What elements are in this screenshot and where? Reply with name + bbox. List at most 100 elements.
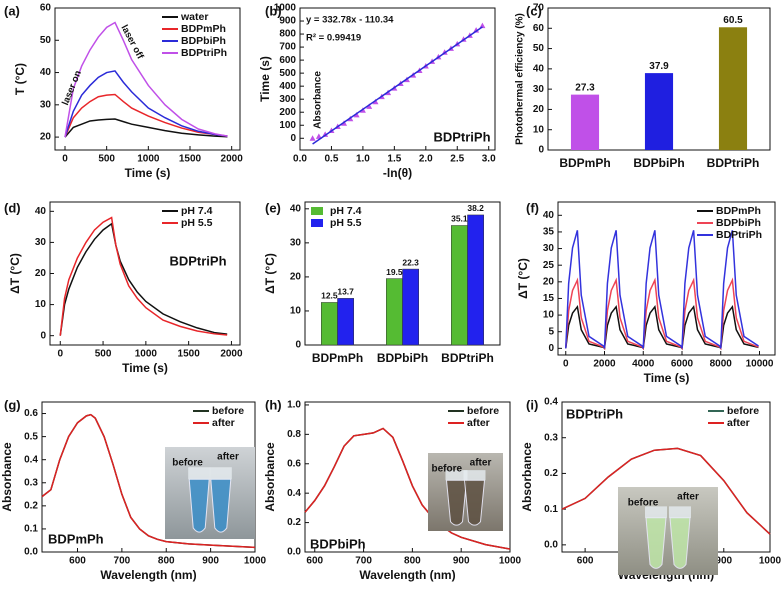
x-axis-label: Time (s) — [644, 371, 690, 385]
x-tick-label: 500 — [98, 154, 115, 165]
y-tick-label: 10 — [290, 306, 302, 317]
x-tick-label: BDPmPh — [312, 351, 363, 365]
x-tick-label: 900 — [715, 556, 732, 567]
x-tick-label: 6000 — [671, 359, 694, 370]
legend-label: after — [467, 417, 490, 429]
x-tick-label: 0.5 — [324, 154, 338, 165]
annotation: laser off — [118, 23, 145, 62]
y-tick-label: 60 — [40, 3, 52, 14]
y-tick-label: 70 — [533, 3, 545, 14]
series-line — [64, 70, 228, 138]
y-axis-label: Photothermal efficiency (%) — [515, 13, 526, 145]
inset-photo — [618, 487, 718, 575]
y-tick-label: 100 — [279, 120, 296, 131]
y-tick-label: 0.4 — [287, 488, 301, 499]
y-tick-label: 0.3 — [24, 477, 38, 488]
x-tick-label: 2000 — [220, 349, 243, 360]
y-tick-label: 20 — [40, 132, 52, 143]
y-tick-label: 0.2 — [544, 468, 558, 479]
panel-label: (a) — [4, 3, 20, 18]
bar — [467, 214, 484, 346]
bar — [337, 298, 354, 346]
y-axis-label: ΔT (°C) — [8, 253, 22, 294]
y-tick-label: 700 — [279, 42, 296, 53]
series-line — [59, 216, 228, 336]
y-tick-label: 20 — [290, 272, 302, 283]
y-axis-label: ΔT (°C) — [263, 253, 277, 294]
x-axis-label: Wavelength (nm) — [100, 568, 196, 582]
value-label: 35.1 — [451, 214, 468, 224]
tube — [645, 517, 667, 569]
value-label: 27.3 — [575, 82, 595, 93]
panel-label: (i) — [526, 397, 538, 412]
annotation: BDPmPh — [48, 531, 104, 546]
y-tick-label: 35 — [543, 227, 555, 238]
legend-label: after — [727, 417, 750, 429]
inset-label: before — [628, 498, 659, 509]
y-tick-label: 40 — [533, 63, 545, 74]
y-tick-label: 0.1 — [544, 504, 558, 515]
y-tick-label: 30 — [543, 243, 555, 254]
x-tick-label: 0 — [563, 359, 569, 370]
annotation: y = 332.78x - 110.34 — [306, 15, 394, 26]
tube — [445, 479, 468, 526]
inset-label: after — [470, 458, 492, 469]
y-tick-label: 0 — [548, 343, 554, 354]
y-tick-label: 40 — [40, 67, 52, 78]
y-tick-label: 20 — [35, 268, 47, 279]
bar — [321, 302, 338, 346]
tube-cap — [463, 470, 486, 481]
bar — [644, 73, 674, 150]
y-tick-label: 40 — [35, 206, 47, 217]
legend-label: BDPtriPh — [181, 47, 227, 59]
value-label: 13.7 — [337, 287, 354, 297]
x-tick-label: 1500 — [179, 154, 202, 165]
tube-cap — [445, 470, 468, 481]
series-line — [64, 93, 228, 138]
plot-frame — [557, 201, 776, 356]
value-label: 22.3 — [402, 257, 419, 267]
series-line — [59, 222, 228, 336]
x-axis-label: Time (s) — [122, 361, 168, 375]
y-tick-label: 10 — [533, 124, 545, 135]
x-tick-label: 700 — [355, 556, 372, 567]
value-label: 37.9 — [649, 61, 669, 72]
y-tick-label: 15 — [543, 293, 555, 304]
x-tick-label: 8000 — [710, 359, 733, 370]
inset-label: after — [217, 452, 239, 463]
y-tick-label: 0 — [295, 340, 301, 351]
y-tick-label: 20 — [533, 104, 545, 115]
y-tick-label: 800 — [279, 29, 296, 40]
value-label: 19.5 — [386, 267, 403, 277]
legend-label: before — [212, 405, 244, 417]
legend-label: water — [180, 11, 208, 23]
y-tick-label: 0 — [290, 133, 296, 144]
y-tick-label: 1.0 — [287, 400, 301, 411]
legend-label: BDPmPh — [181, 23, 226, 35]
scatter-point — [353, 111, 360, 118]
y-tick-label: 40 — [543, 210, 555, 221]
annotation: BDPtriPh — [169, 253, 226, 268]
scatter-point — [473, 27, 480, 33]
plot-frame — [304, 401, 511, 553]
x-tick-label: 1000 — [499, 556, 522, 567]
legend-label: BDPtriPh — [716, 229, 762, 241]
series-line — [64, 118, 228, 138]
x-tick-label: 1.5 — [387, 154, 401, 165]
x-tick-label: 10000 — [746, 359, 774, 370]
scatter-point — [372, 98, 379, 105]
bar — [402, 268, 419, 346]
x-tick-label: 1000 — [759, 556, 782, 567]
x-tick-label: BDPbiPh — [633, 156, 684, 170]
annotation: Absorbance — [313, 71, 324, 129]
panel-label: (f) — [526, 200, 539, 215]
legend-label: before — [727, 405, 759, 417]
y-tick-label: 0.8 — [287, 429, 301, 440]
annotation: BDPtriPh — [566, 406, 623, 421]
y-tick-label: 200 — [279, 107, 296, 118]
y-tick-label: 0.0 — [287, 547, 301, 558]
annotation: BDPtriPh — [433, 129, 490, 144]
x-tick-label: BDPbiPh — [377, 351, 428, 365]
inset-photo — [165, 447, 255, 539]
y-tick-label: 0.2 — [24, 500, 38, 511]
